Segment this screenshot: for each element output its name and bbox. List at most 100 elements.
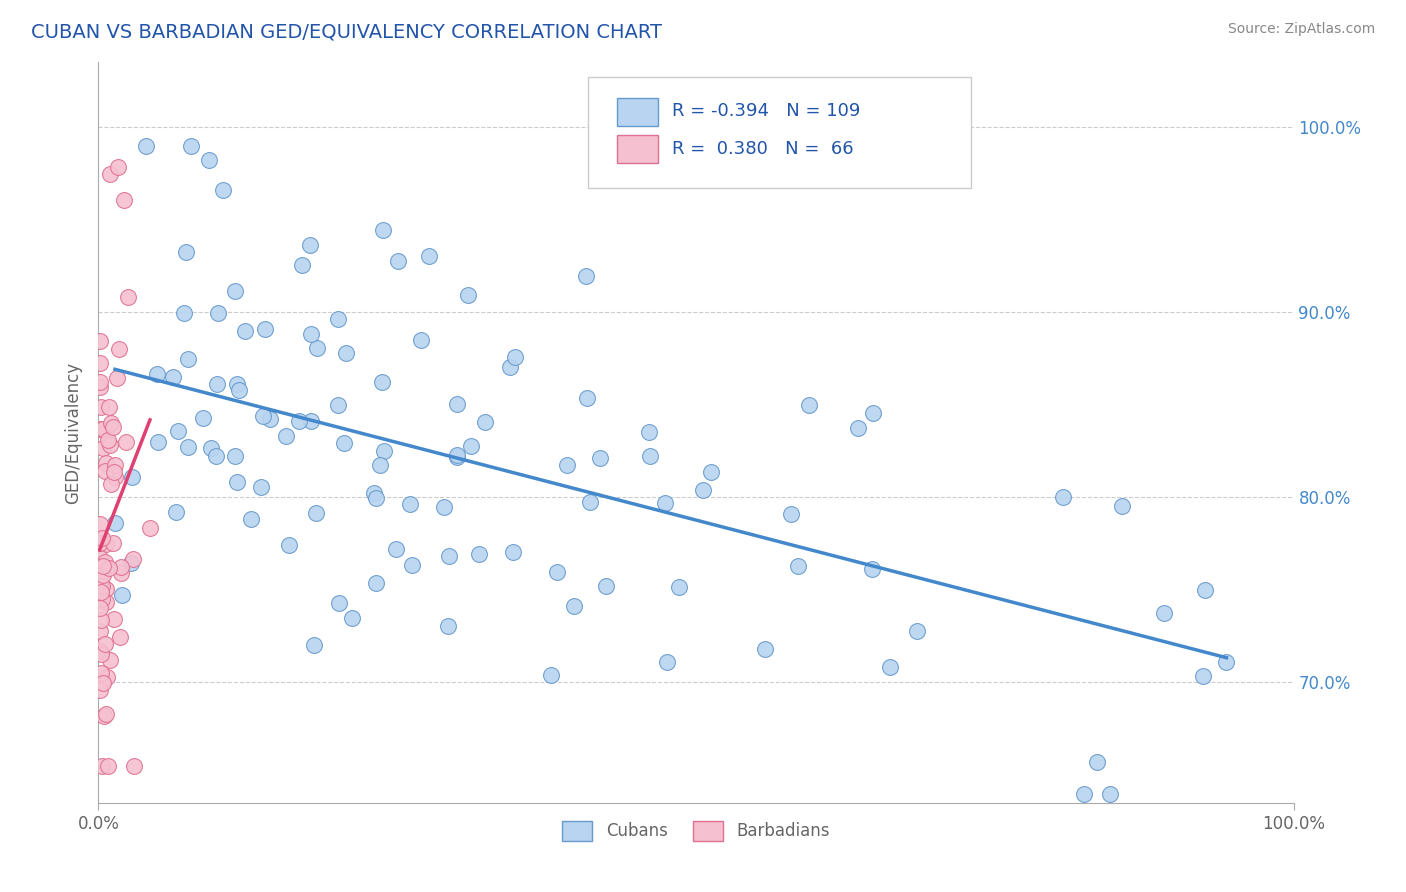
Point bbox=[799, 398, 821, 412]
Point bbox=[578, 494, 600, 508]
Point bbox=[368, 458, 391, 472]
Point bbox=[90, 614, 112, 628]
Point bbox=[103, 420, 125, 434]
Point bbox=[233, 324, 256, 338]
Point bbox=[197, 153, 219, 168]
Point bbox=[409, 334, 432, 348]
Point bbox=[1194, 583, 1216, 598]
Point bbox=[100, 416, 122, 430]
Point bbox=[98, 653, 121, 667]
Point bbox=[205, 377, 228, 392]
Point bbox=[94, 556, 117, 570]
Point bbox=[373, 443, 395, 458]
Point bbox=[91, 579, 114, 593]
Point bbox=[225, 377, 247, 392]
Point bbox=[239, 511, 262, 525]
Point bbox=[100, 477, 122, 491]
Point bbox=[1215, 655, 1237, 669]
Point bbox=[89, 550, 111, 565]
Point bbox=[1085, 755, 1108, 769]
Point bbox=[1153, 606, 1175, 620]
Point bbox=[846, 421, 869, 435]
Point bbox=[562, 599, 585, 613]
Point bbox=[433, 500, 456, 515]
Point bbox=[207, 306, 229, 320]
Point bbox=[576, 391, 599, 405]
Point bbox=[96, 670, 118, 684]
Point bbox=[93, 559, 115, 574]
Point bbox=[91, 442, 114, 456]
Point bbox=[104, 469, 127, 483]
Point bbox=[363, 485, 385, 500]
Point bbox=[446, 448, 468, 462]
Point bbox=[474, 415, 496, 429]
Point bbox=[90, 400, 112, 414]
Point bbox=[259, 411, 281, 425]
Point bbox=[418, 249, 440, 263]
Point bbox=[333, 435, 356, 450]
Point bbox=[366, 491, 388, 505]
Point bbox=[387, 254, 409, 268]
Point bbox=[905, 624, 928, 639]
Point bbox=[98, 167, 121, 181]
Point bbox=[107, 160, 129, 174]
Point bbox=[446, 450, 468, 465]
Point bbox=[191, 410, 214, 425]
Point bbox=[228, 383, 250, 397]
Text: R =  0.380   N =  66: R = 0.380 N = 66 bbox=[672, 140, 853, 158]
Point bbox=[146, 434, 169, 449]
Point bbox=[115, 434, 138, 449]
FancyBboxPatch shape bbox=[617, 98, 658, 126]
Point bbox=[879, 660, 901, 674]
FancyBboxPatch shape bbox=[589, 78, 972, 188]
Point bbox=[122, 552, 145, 566]
Point bbox=[120, 556, 142, 570]
Point bbox=[460, 439, 482, 453]
Point bbox=[1052, 490, 1074, 504]
Point bbox=[91, 676, 114, 690]
Point bbox=[437, 619, 460, 633]
Point bbox=[546, 565, 568, 579]
Point bbox=[299, 238, 322, 252]
Point bbox=[252, 409, 274, 424]
Point bbox=[89, 644, 111, 658]
Point bbox=[94, 707, 117, 722]
Point bbox=[657, 655, 679, 669]
Point bbox=[110, 566, 132, 580]
Point bbox=[104, 516, 127, 530]
Point bbox=[174, 244, 197, 259]
Point bbox=[668, 580, 690, 594]
Point bbox=[101, 535, 124, 549]
Text: CUBAN VS BARBADIAN GED/EQUIVALENCY CORRELATION CHART: CUBAN VS BARBADIAN GED/EQUIVALENCY CORRE… bbox=[31, 22, 662, 41]
Y-axis label: GED/Equivalency: GED/Equivalency bbox=[65, 361, 83, 504]
Point bbox=[89, 601, 111, 615]
Point bbox=[89, 624, 111, 638]
Point bbox=[94, 637, 117, 651]
Point bbox=[104, 458, 127, 472]
Point bbox=[90, 573, 112, 587]
Point bbox=[276, 428, 298, 442]
Legend: Cubans, Barbadians: Cubans, Barbadians bbox=[555, 814, 837, 847]
Point bbox=[305, 341, 328, 355]
Point bbox=[654, 496, 676, 510]
Point bbox=[305, 506, 328, 520]
Point bbox=[112, 194, 135, 208]
Point bbox=[288, 415, 311, 429]
Point bbox=[385, 541, 408, 556]
Point bbox=[89, 356, 111, 370]
Point bbox=[176, 441, 198, 455]
Point bbox=[111, 588, 134, 602]
Point bbox=[96, 425, 118, 439]
Point bbox=[124, 758, 146, 772]
Point bbox=[105, 371, 128, 385]
Point bbox=[139, 521, 162, 535]
Point bbox=[637, 425, 659, 440]
Point bbox=[1073, 787, 1095, 801]
Point bbox=[94, 464, 117, 478]
Point bbox=[250, 480, 273, 494]
Point bbox=[1099, 787, 1122, 801]
Point bbox=[860, 562, 883, 576]
Point bbox=[754, 641, 776, 656]
Point bbox=[89, 334, 111, 348]
Point bbox=[90, 758, 112, 772]
